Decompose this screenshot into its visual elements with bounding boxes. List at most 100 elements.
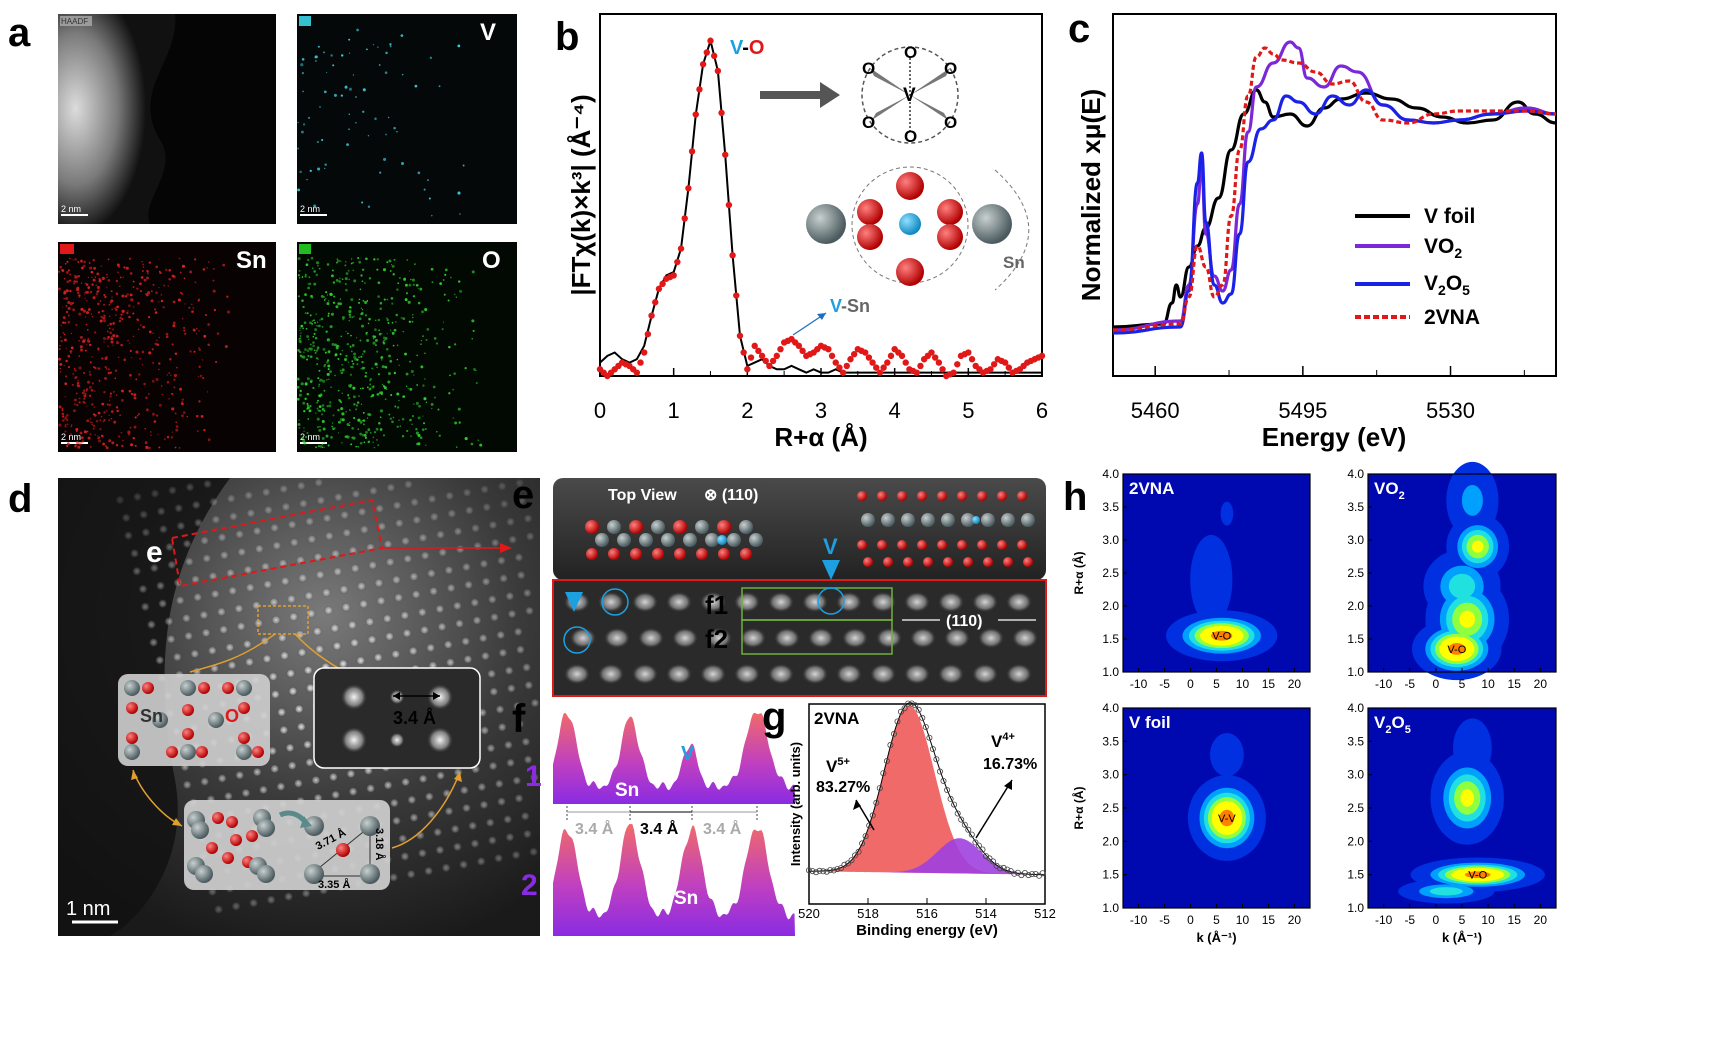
map-dot [372, 43, 375, 46]
spacing-gray: 3.4 Å [575, 819, 614, 838]
model-atom [683, 533, 697, 547]
map-dot [106, 403, 109, 406]
map-dot [311, 320, 314, 322]
map-dot [335, 261, 338, 264]
o-atom-label: O [862, 59, 875, 78]
lattice-spot [356, 581, 367, 592]
data-point [744, 366, 751, 373]
map-dot [71, 383, 74, 386]
map-dot [172, 300, 176, 304]
model-atom [943, 557, 953, 567]
model-atom [673, 520, 687, 534]
map-dot [70, 352, 72, 354]
map-dot [342, 318, 345, 321]
lattice-spot [208, 496, 219, 507]
model-atom [1017, 491, 1027, 501]
lattice-spot [408, 646, 419, 656]
o-atom [126, 702, 138, 714]
data-point [652, 299, 659, 306]
o-atom [222, 682, 234, 694]
map-dot [430, 214, 433, 217]
lattice-spot [382, 613, 393, 624]
lattice-spot [394, 518, 405, 529]
zone-axis-label: ⊗ (110) [704, 487, 758, 504]
model-atom [705, 533, 719, 547]
map-dot [337, 408, 340, 412]
map-dot [95, 419, 99, 423]
data-point [836, 364, 843, 371]
lattice-spot [138, 509, 149, 520]
map-dot [150, 431, 152, 433]
data-point [769, 357, 777, 365]
map-dot [89, 433, 92, 436]
map-dot [325, 434, 329, 438]
lattice-spot [270, 689, 281, 700]
map-dot [213, 268, 215, 270]
data-point [1004, 866, 1011, 873]
map-dot [386, 261, 389, 264]
map-dot [345, 435, 349, 438]
panel-letter-g: g [762, 695, 786, 739]
map-dot [208, 261, 210, 263]
map-dot [318, 369, 321, 372]
model-atom [877, 491, 887, 501]
data-point [847, 356, 854, 363]
model-atom [997, 491, 1007, 501]
map-dot [407, 300, 411, 304]
atom-column-spot [841, 627, 869, 649]
map-dot [89, 445, 92, 448]
map-dot [473, 367, 476, 371]
lattice-spot [392, 500, 403, 511]
model-atom [997, 540, 1007, 550]
map-dot [388, 372, 391, 375]
map-dot [158, 301, 160, 303]
map-dot [74, 277, 76, 279]
map-dot [166, 435, 170, 439]
map-dot [299, 390, 302, 392]
lattice-spot [201, 627, 212, 638]
lattice-spot [314, 644, 325, 655]
lattice-spot [485, 817, 496, 828]
intensity-profile-2 [553, 824, 795, 936]
contour-level [1460, 789, 1474, 807]
map-dot [378, 421, 381, 425]
map-dot [321, 404, 325, 407]
model-atom [608, 548, 620, 560]
map-dot [379, 171, 382, 174]
sn-atom [195, 865, 213, 883]
x-tick-label: 10 [1236, 677, 1250, 691]
lattice-spot [269, 763, 280, 774]
map-dot [101, 357, 104, 360]
map-dot [174, 446, 177, 449]
data-point [725, 201, 733, 209]
map-dot [109, 395, 112, 398]
map-dot [84, 349, 87, 352]
spectrum-line [1112, 88, 1557, 329]
map-dot [318, 428, 322, 432]
map-dot [327, 312, 330, 315]
map-dot [87, 338, 90, 340]
map-dot [303, 321, 307, 325]
map-dot [348, 128, 350, 130]
map-dot [332, 281, 336, 284]
map-dot [107, 258, 110, 261]
map-dot [105, 368, 108, 370]
lattice-spot [305, 683, 316, 693]
map-dot [77, 261, 80, 263]
data-point [637, 359, 644, 366]
map-dot [384, 71, 388, 75]
lattice-spot [402, 553, 413, 564]
map-dot [206, 267, 208, 269]
lattice-spot [341, 527, 352, 538]
map-dot [69, 257, 71, 260]
lattice-spot [150, 488, 160, 499]
map-dot [114, 377, 117, 380]
map-dot [129, 426, 132, 429]
map-dot [128, 389, 132, 393]
map-dot [387, 322, 390, 325]
map-dot [309, 314, 312, 317]
map-dot [362, 411, 365, 414]
map-dot [169, 358, 172, 361]
map-dot [63, 290, 66, 293]
